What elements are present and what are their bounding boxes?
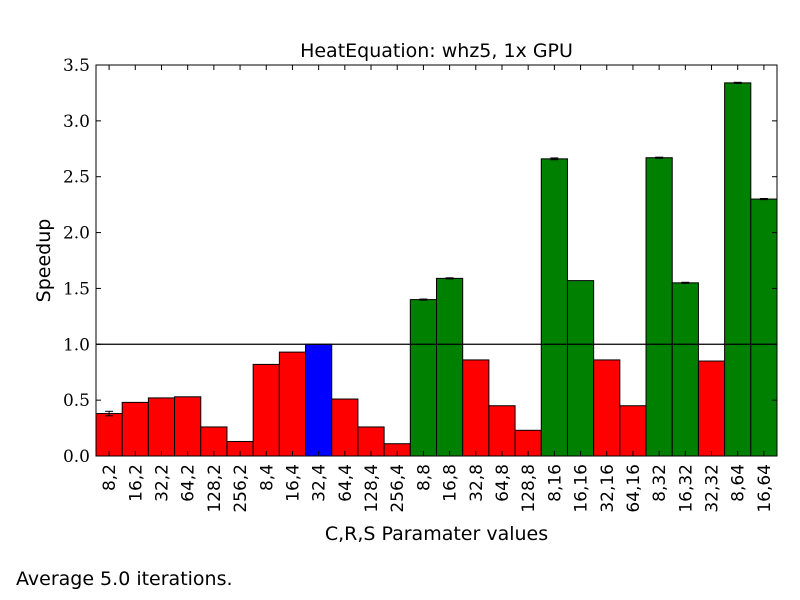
bar-32-8 — [462, 359, 490, 457]
footnote: Average 5.0 iterations. — [16, 568, 233, 590]
x-tick-label: 32,4 — [310, 464, 330, 502]
x-tick-label: 32,2 — [152, 464, 172, 502]
x-tick-label: 8,8 — [414, 464, 434, 491]
x-tick-label: 16,2 — [126, 464, 146, 502]
x-tick-label: 16,4 — [283, 464, 303, 502]
plot-frame — [95, 64, 778, 457]
x-tick-label: 16,64 — [755, 464, 775, 513]
y-tick-label: 3.0 — [63, 112, 90, 132]
error-bars — [105, 81, 768, 417]
bar-16-64 — [750, 198, 778, 457]
y-axis-label: Speedup — [33, 219, 55, 303]
y-tick-label: 0.5 — [63, 391, 90, 411]
y-tick-label: 1.5 — [63, 279, 90, 299]
x-tick-label: 8,4 — [257, 464, 277, 491]
bar-16-32 — [671, 282, 699, 457]
x-tick-label: 128,8 — [519, 464, 539, 513]
x-tick-label: 32,16 — [598, 464, 618, 513]
x-tick-label: 8,2 — [100, 464, 120, 491]
bar-64-16 — [619, 405, 647, 457]
x-tick-label: 32,8 — [467, 464, 487, 502]
bar-8-4 — [252, 363, 280, 457]
bar-8-64 — [724, 82, 752, 457]
x-tick-label: 16,8 — [441, 464, 461, 502]
bar-8-16 — [540, 158, 568, 457]
error-bar-8-32 — [655, 156, 664, 159]
y-axis-ticks: 0.0 0.5 1.0 1.5 2.0 2.5 3.0 3.5 — [63, 56, 777, 467]
bar-64-8 — [488, 405, 516, 457]
error-bar-8-16 — [550, 157, 559, 161]
x-axis-ticks: 8,2 16,2 32,2 64,2 128,2 256,2 8,4 16,4 32,4 64,4… — [100, 65, 775, 513]
bar-64-4 — [331, 398, 359, 457]
bar-16-4 — [278, 351, 307, 457]
y-tick-label: 2.0 — [63, 224, 90, 244]
bars — [95, 82, 778, 457]
y-tick-label: 0.0 — [63, 447, 90, 467]
bar-64-2 — [174, 396, 202, 457]
x-tick-label: 128,4 — [362, 464, 382, 513]
error-bar-16-32 — [681, 281, 690, 284]
y-tick-label: 2.5 — [63, 168, 90, 188]
x-tick-label: 8,32 — [650, 464, 670, 502]
chart-title: HeatEquation: whz5, 1x GPU — [300, 40, 573, 62]
x-axis-label: C,R,S Paramater values — [325, 523, 548, 545]
x-tick-label: 128,2 — [205, 464, 225, 513]
x-tick-label: 64,8 — [493, 464, 513, 502]
x-tick-label: 64,16 — [624, 464, 644, 513]
error-bar-8-2 — [105, 410, 114, 417]
x-tick-label: 256,2 — [231, 464, 251, 513]
bar-32-32 — [697, 360, 726, 457]
x-tick-label: 16,16 — [572, 464, 592, 513]
bar-8-2 — [95, 413, 123, 457]
x-tick-label: 8,16 — [545, 464, 565, 502]
y-tick-label: 1.0 — [63, 335, 90, 355]
error-bar-8-8 — [419, 298, 428, 301]
x-tick-label: 32,32 — [703, 464, 723, 513]
error-bar-8-64 — [733, 81, 742, 84]
x-tick-label: 64,2 — [179, 464, 199, 502]
bar-32-16 — [593, 359, 621, 457]
y-tick-label: 3.5 — [63, 56, 90, 76]
bar-8-8 — [409, 299, 437, 457]
bar-16-16 — [566, 280, 595, 457]
bar-8-32 — [645, 157, 673, 457]
x-tick-label: 16,32 — [676, 464, 696, 513]
x-tick-label: 64,4 — [336, 464, 356, 502]
error-bar-16-8 — [445, 277, 454, 280]
bar-32-2 — [147, 397, 176, 457]
bar-16-2 — [121, 401, 149, 457]
bar-32-4 — [305, 343, 333, 457]
error-bar-16-64 — [759, 197, 768, 201]
bar-16-8 — [436, 277, 464, 457]
x-tick-label: 256,4 — [388, 464, 408, 513]
x-tick-label: 8,64 — [729, 464, 749, 502]
